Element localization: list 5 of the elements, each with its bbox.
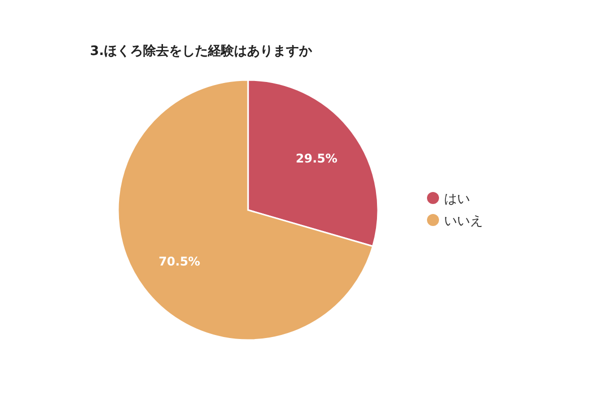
- data-label: 29.5%: [296, 151, 338, 166]
- legend-label: いいえ: [444, 214, 483, 229]
- chart-title: 3.ほくろ除去をした経験はありますか: [90, 44, 313, 59]
- legend-label: はい: [444, 192, 470, 207]
- data-label: 70.5%: [158, 254, 200, 269]
